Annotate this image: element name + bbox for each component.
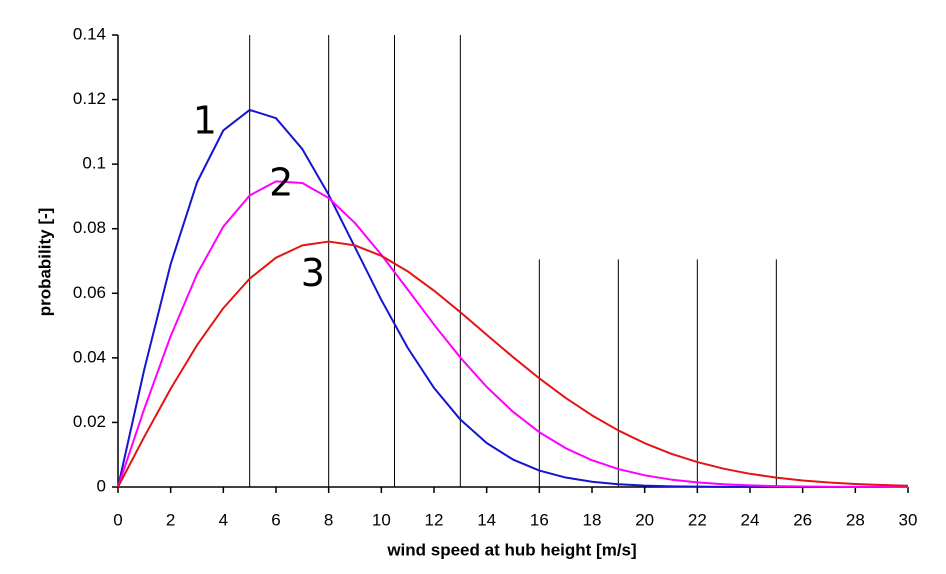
x-tick-label: 20 <box>635 510 654 529</box>
y-tick-label: 0 <box>97 476 106 495</box>
y-tick-label: 0.14 <box>73 24 106 43</box>
x-tick-label: 16 <box>530 510 549 529</box>
x-tick-label: 10 <box>372 510 391 529</box>
curve-label: 2 <box>269 161 293 205</box>
series-line <box>117 240 909 488</box>
series-line <box>117 108 908 488</box>
x-tick-label: 6 <box>271 510 280 529</box>
x-tick-label: 24 <box>741 510 760 529</box>
x-tick-label: 2 <box>166 510 175 529</box>
x-tick-label: 14 <box>477 510 496 529</box>
y-tick-label: 0.06 <box>73 283 106 302</box>
x-tick-label: 4 <box>219 510 228 529</box>
y-tick-label: 0.12 <box>73 89 106 108</box>
x-tick-label: 0 <box>113 510 122 529</box>
x-tick-label: 22 <box>688 510 707 529</box>
x-tick-label: 30 <box>899 510 918 529</box>
curve-label: 1 <box>193 98 217 142</box>
x-tick-label: 12 <box>425 510 444 529</box>
x-axis-title: wind speed at hub height [m/s] <box>386 540 636 559</box>
x-tick-label: 28 <box>846 510 865 529</box>
x-tick-label: 26 <box>793 510 812 529</box>
curve-label: 3 <box>301 251 325 295</box>
y-tick-label: 0.1 <box>82 154 106 173</box>
y-axis-title: probability [-] <box>35 208 54 317</box>
y-tick-label: 0.08 <box>73 218 106 237</box>
series-line <box>117 180 909 488</box>
x-tick-label: 18 <box>583 510 602 529</box>
y-tick-label: 0.04 <box>73 347 106 366</box>
y-tick-label: 0.02 <box>73 412 106 431</box>
x-tick-label: 8 <box>324 510 333 529</box>
